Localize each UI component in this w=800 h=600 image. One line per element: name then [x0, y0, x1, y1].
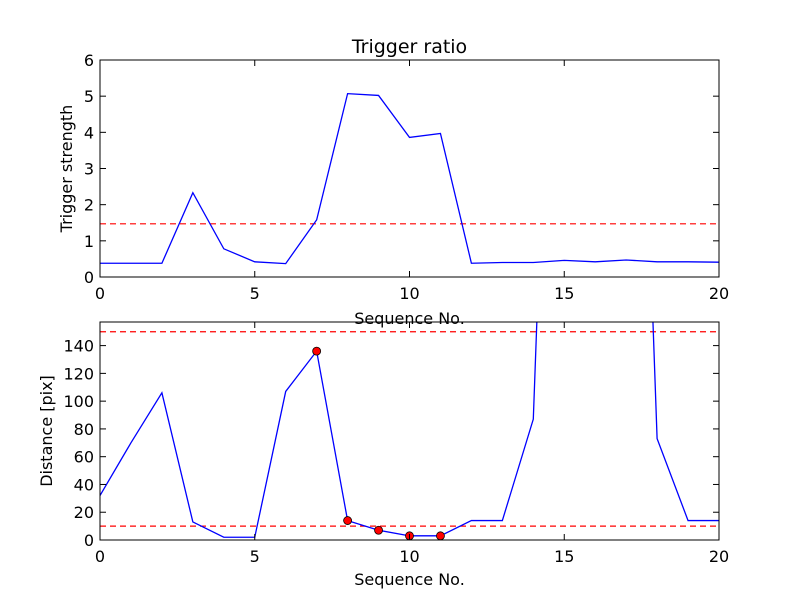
- y-tick-label: 80: [74, 420, 94, 439]
- x-tick-label: 0: [95, 284, 105, 303]
- y-tick-label: 140: [63, 337, 94, 356]
- y-tick-label: 20: [74, 503, 94, 522]
- y-tick-label: 0: [84, 268, 94, 287]
- plot-area: [99, 59, 720, 278]
- y-tick-label: 0: [84, 531, 94, 550]
- series-line: [100, 92, 719, 265]
- x-tick-label: 0: [95, 547, 105, 566]
- y-tick-label: 5: [84, 87, 94, 106]
- y-tick-label: 1: [84, 232, 94, 251]
- y-tick-label: 60: [74, 448, 94, 467]
- data-point-marker: [343, 516, 353, 525]
- x-tick-label: 20: [709, 284, 729, 303]
- data-point-marker: [374, 525, 383, 535]
- x-tick-label: 15: [554, 284, 574, 303]
- x-tick-label: 15: [554, 547, 574, 566]
- data-point-marker: [312, 346, 322, 356]
- y-tick-labels: 0 1 2 3 4 5 6: [84, 51, 94, 287]
- data-point-marker: [436, 531, 445, 541]
- x-tick-label: 5: [250, 284, 260, 303]
- x-tick-label: 20: [709, 547, 729, 566]
- x-axis-label: Sequence No.: [354, 570, 465, 589]
- y-axis-label: Trigger strength: [57, 105, 76, 234]
- y-tick-label: 4: [84, 123, 94, 142]
- y-tick-label: 100: [63, 392, 94, 411]
- x-tick-label: 10: [399, 284, 419, 303]
- chart-trigger-ratio: Trigger ratio 0 5 10 15 20 0 1 2 3 4 5 6 Sequence …: [57, 36, 729, 328]
- y-tick-labels: 0 20 40 60 80 100 120 140: [63, 337, 94, 550]
- y-axis-label: Distance [pix]: [37, 375, 56, 487]
- x-tick-labels: 0 5 10 15 20: [95, 547, 729, 566]
- plot-area: [99, 321, 720, 541]
- x-tick-label: 5: [250, 547, 260, 566]
- x-axis-label: Sequence No.: [354, 309, 465, 328]
- y-tick-label: 3: [84, 160, 94, 179]
- y-tick-label: 120: [63, 364, 94, 383]
- x-tick-labels: 0 5 10 15 20: [95, 284, 729, 303]
- y-tick-label: 2: [84, 196, 94, 215]
- chart-distance: 0 5 10 15 20 0 20 40 60 80 100 120 140 Sequence No.…: [37, 321, 729, 589]
- y-tick-label: 6: [84, 51, 94, 70]
- chart-title: Trigger ratio: [351, 36, 467, 58]
- x-tick-label: 10: [399, 547, 419, 566]
- y-tick-label: 40: [74, 475, 94, 494]
